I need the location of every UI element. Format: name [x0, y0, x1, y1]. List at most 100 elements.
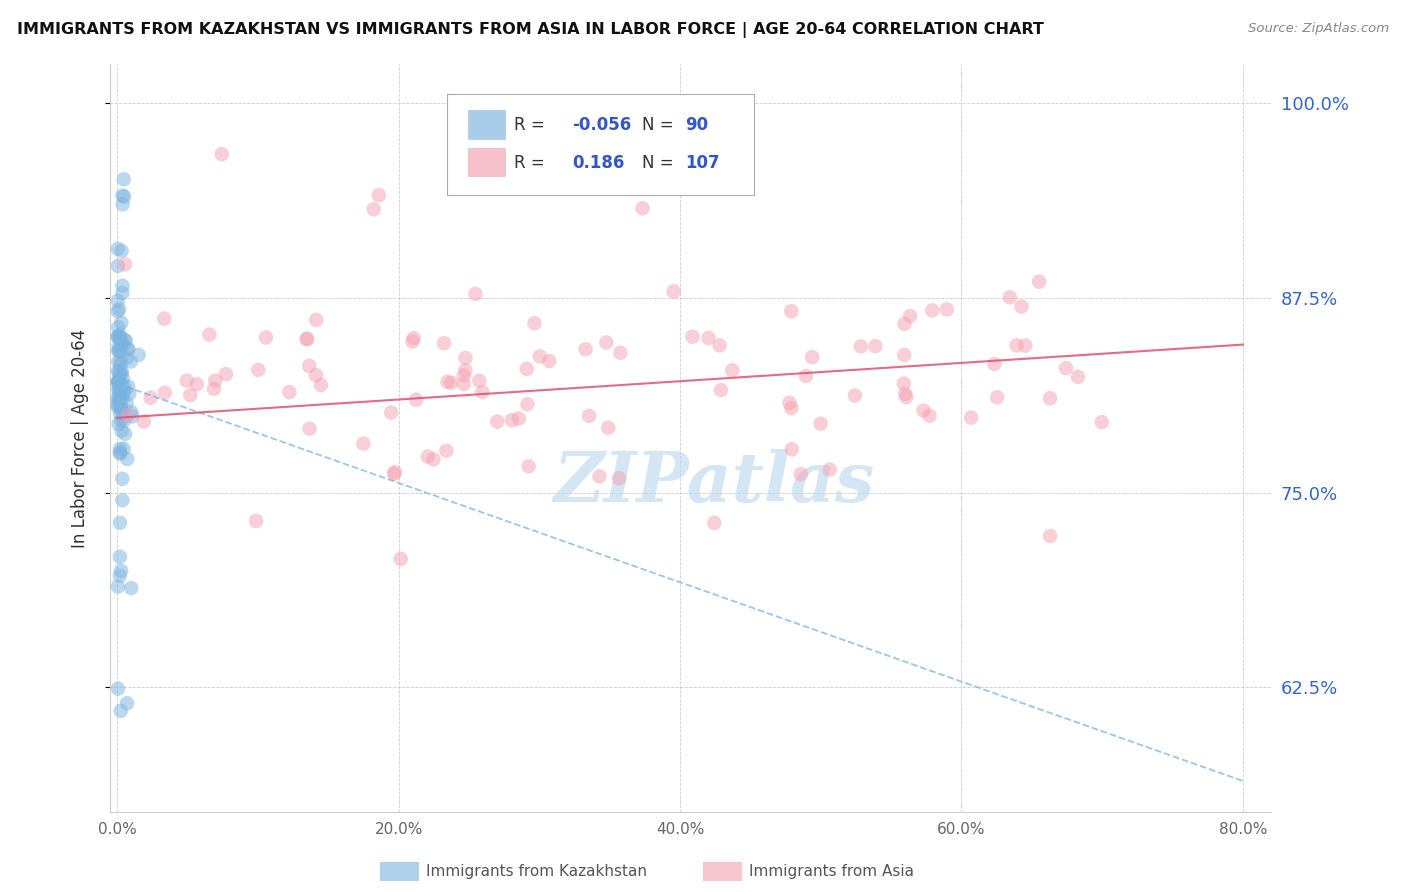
Point: [921, 303, 943, 318]
Point: [111, 278, 134, 293]
Point: [468, 374, 491, 388]
Point: [436, 375, 458, 389]
Point: [107, 364, 129, 378]
Point: [114, 426, 136, 441]
Point: [107, 329, 129, 343]
Point: [111, 285, 134, 300]
FancyBboxPatch shape: [468, 148, 505, 177]
Point: [529, 350, 551, 364]
Point: [108, 385, 131, 400]
Point: [117, 379, 139, 393]
Point: [402, 331, 425, 345]
Point: [107, 374, 129, 388]
Text: Source: ZipAtlas.com: Source: ZipAtlas.com: [1249, 22, 1389, 36]
Point: [384, 465, 406, 479]
Point: [464, 287, 486, 301]
Point: [112, 379, 135, 393]
Point: [186, 377, 208, 392]
Point: [115, 696, 138, 710]
Point: [110, 358, 132, 372]
Point: [703, 516, 725, 530]
Point: [578, 409, 600, 423]
Point: [454, 363, 477, 377]
Point: [382, 467, 405, 481]
Y-axis label: In Labor Force | Age 20-64: In Labor Force | Age 20-64: [72, 328, 89, 548]
Point: [363, 202, 385, 217]
Text: IMMIGRANTS FROM KAZAKHSTAN VS IMMIGRANTS FROM ASIA IN LABOR FORCE | AGE 20-64 CO: IMMIGRANTS FROM KAZAKHSTAN VS IMMIGRANTS…: [17, 22, 1043, 38]
Text: R =: R =: [515, 116, 550, 135]
Point: [110, 399, 132, 413]
Point: [986, 390, 1008, 404]
Point: [1067, 370, 1090, 384]
Point: [110, 364, 132, 378]
Point: [111, 197, 134, 211]
Point: [454, 351, 477, 365]
Text: Immigrants from Asia: Immigrants from Asia: [749, 864, 914, 879]
Point: [111, 406, 134, 420]
Point: [790, 467, 813, 482]
Point: [893, 348, 915, 362]
Point: [111, 472, 134, 486]
Point: [440, 376, 463, 390]
Point: [401, 334, 423, 349]
Point: [112, 333, 135, 347]
Point: [120, 354, 142, 368]
Point: [132, 414, 155, 428]
Point: [1028, 275, 1050, 289]
Point: [1039, 391, 1062, 405]
Point: [434, 443, 457, 458]
Point: [107, 398, 129, 412]
Point: [111, 188, 134, 202]
Point: [111, 371, 134, 385]
Point: [780, 401, 803, 416]
Point: [523, 316, 546, 330]
Point: [108, 392, 131, 406]
Point: [107, 329, 129, 343]
Point: [298, 359, 321, 373]
Point: [110, 401, 132, 415]
Point: [380, 406, 402, 420]
Point: [912, 403, 935, 417]
Point: [607, 471, 630, 485]
Text: 0.186: 0.186: [572, 153, 624, 172]
Point: [682, 330, 704, 344]
Point: [247, 363, 270, 377]
Point: [453, 377, 475, 392]
Point: [779, 396, 801, 410]
Point: [108, 442, 131, 456]
Point: [1011, 300, 1033, 314]
Point: [1039, 529, 1062, 543]
Point: [120, 581, 142, 595]
Point: [709, 338, 731, 352]
Point: [107, 355, 129, 369]
Point: [107, 304, 129, 318]
Point: [110, 564, 132, 578]
Point: [111, 367, 134, 381]
Point: [697, 331, 720, 345]
Point: [710, 383, 733, 397]
Point: [998, 290, 1021, 304]
Point: [818, 462, 841, 476]
Point: [245, 514, 267, 528]
Point: [309, 378, 332, 392]
Point: [298, 421, 321, 435]
Point: [107, 681, 129, 696]
Point: [517, 459, 540, 474]
Point: [516, 362, 538, 376]
Point: [453, 368, 475, 383]
Point: [108, 374, 131, 388]
Point: [588, 469, 610, 483]
Point: [108, 327, 131, 342]
Point: [433, 336, 456, 351]
Point: [1005, 338, 1028, 352]
Point: [111, 338, 134, 352]
Point: [662, 285, 685, 299]
Point: [112, 386, 135, 401]
Point: [110, 353, 132, 368]
Point: [405, 392, 427, 407]
Point: [810, 417, 832, 431]
Point: [114, 334, 136, 348]
Text: N =: N =: [641, 116, 679, 135]
Point: [960, 410, 983, 425]
Point: [176, 374, 198, 388]
